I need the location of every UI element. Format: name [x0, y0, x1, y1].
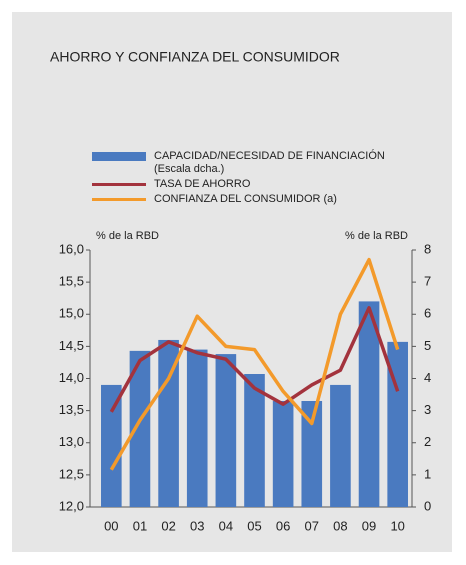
- bar: [129, 350, 151, 507]
- legend: CAPACIDAD/NECESIDAD DE FINANCIACIÓN (Esc…: [92, 150, 385, 208]
- x-tick-label: 05: [247, 518, 261, 533]
- chart-title: AHORRO Y CONFIANZA DEL CONSUMIDOR: [50, 49, 340, 65]
- y2-tick-label: 7: [424, 274, 431, 289]
- x-tick-label: 10: [390, 518, 404, 533]
- y2-tick-label: 8: [424, 241, 431, 256]
- bar: [358, 301, 380, 507]
- y2-tick-label: 0: [424, 498, 431, 513]
- legend-swatch: [92, 198, 146, 201]
- line: [109, 257, 400, 471]
- y-tick-label: 13,0: [59, 434, 84, 449]
- legend-entry: TASA DE AHORRO: [92, 178, 385, 191]
- line: [109, 306, 400, 413]
- legend-label: CONFIANZA DEL CONSUMIDOR (a): [154, 193, 337, 205]
- bar: [158, 339, 179, 507]
- legend-swatch: [92, 183, 146, 186]
- y-tick-label: 12,0: [59, 498, 84, 513]
- y-tick-label: 16,0: [59, 241, 84, 256]
- y-tick-label: 12,5: [59, 466, 84, 481]
- y2-tick-label: 1: [424, 466, 431, 481]
- y-tick-label: 15,0: [59, 306, 84, 321]
- x-tick-label: 04: [219, 518, 233, 533]
- bar: [186, 349, 208, 507]
- y-tick-label: 15,5: [59, 274, 84, 289]
- y-tick-label: 14,0: [59, 370, 84, 385]
- y-axis-label: % de la RBD: [96, 230, 159, 242]
- x-tick-label: 08: [333, 518, 347, 533]
- legend-label: CAPACIDAD/NECESIDAD DE FINANCIACIÓN (Esc…: [154, 150, 385, 175]
- bar: [330, 384, 351, 507]
- y2-tick-label: 5: [424, 338, 431, 353]
- bar: [101, 384, 122, 507]
- bar: [215, 354, 237, 507]
- legend-label: TASA DE AHORRO: [154, 178, 251, 190]
- bar: [301, 400, 323, 507]
- x-tick-label: 06: [276, 518, 290, 533]
- legend-entry: CAPACIDAD/NECESIDAD DE FINANCIACIÓN (Esc…: [92, 150, 385, 176]
- y-tick-label: 13,5: [59, 402, 84, 417]
- y-tick-label: 14,5: [59, 338, 84, 353]
- x-tick-label: 00: [104, 518, 118, 533]
- bar: [272, 400, 294, 507]
- y2-tick-label: 4: [424, 370, 431, 385]
- y2-tick-label: 2: [424, 434, 431, 449]
- bar: [387, 341, 408, 507]
- y2-tick-label: 6: [424, 306, 431, 321]
- x-tick-label: 07: [305, 518, 319, 533]
- x-tick-label: 03: [190, 518, 204, 533]
- legend-entry: CONFIANZA DEL CONSUMIDOR (a): [92, 193, 385, 206]
- y2-tick-label: 3: [424, 402, 431, 417]
- y2-axis-label: % de la RBD: [345, 230, 408, 242]
- legend-swatch: [92, 152, 146, 161]
- x-tick-label: 02: [161, 518, 175, 533]
- bar: [244, 374, 265, 507]
- x-tick-label: 01: [133, 518, 147, 533]
- x-tick-label: 09: [362, 518, 376, 533]
